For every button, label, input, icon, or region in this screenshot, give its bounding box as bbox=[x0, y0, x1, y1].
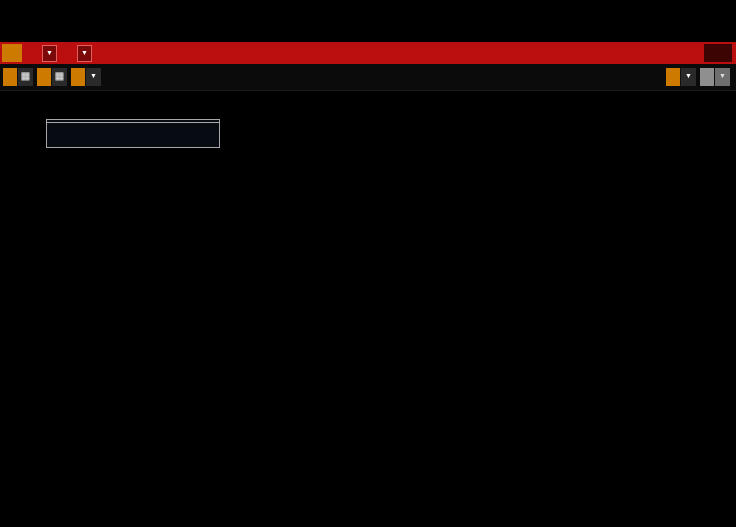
ccy-select-disabled bbox=[700, 68, 730, 86]
calendar-icon[interactable] bbox=[17, 68, 33, 86]
legend-title bbox=[47, 120, 219, 123]
period-select[interactable] bbox=[71, 68, 101, 86]
chevron-down-icon[interactable] bbox=[85, 68, 101, 86]
chart-legend bbox=[46, 119, 220, 148]
actions-dropdown-icon[interactable] bbox=[77, 44, 92, 62]
quote-line bbox=[0, 20, 736, 42]
footer bbox=[0, 488, 736, 527]
legend-item-cad[interactable] bbox=[47, 139, 219, 147]
legend-item-coa[interactable] bbox=[47, 131, 219, 139]
chevron-down-icon[interactable] bbox=[680, 68, 696, 86]
calendar-icon[interactable] bbox=[51, 68, 67, 86]
legend-item-cla[interactable] bbox=[47, 123, 219, 131]
start-date-input[interactable] bbox=[3, 68, 33, 86]
series-swatch bbox=[51, 124, 57, 130]
menu-bar bbox=[0, 42, 736, 64]
chart-toolbar bbox=[0, 64, 736, 91]
chart-area[interactable] bbox=[0, 91, 736, 488]
titlebar bbox=[0, 0, 736, 20]
end-date-input[interactable] bbox=[37, 68, 67, 86]
series-swatch bbox=[51, 140, 57, 146]
security-field[interactable] bbox=[2, 44, 22, 62]
chevron-down-icon bbox=[714, 68, 730, 86]
chart-page-title bbox=[704, 44, 732, 62]
edit-dropdown-icon[interactable] bbox=[42, 44, 57, 62]
series-swatch bbox=[51, 132, 57, 138]
layout-select[interactable] bbox=[666, 68, 696, 86]
